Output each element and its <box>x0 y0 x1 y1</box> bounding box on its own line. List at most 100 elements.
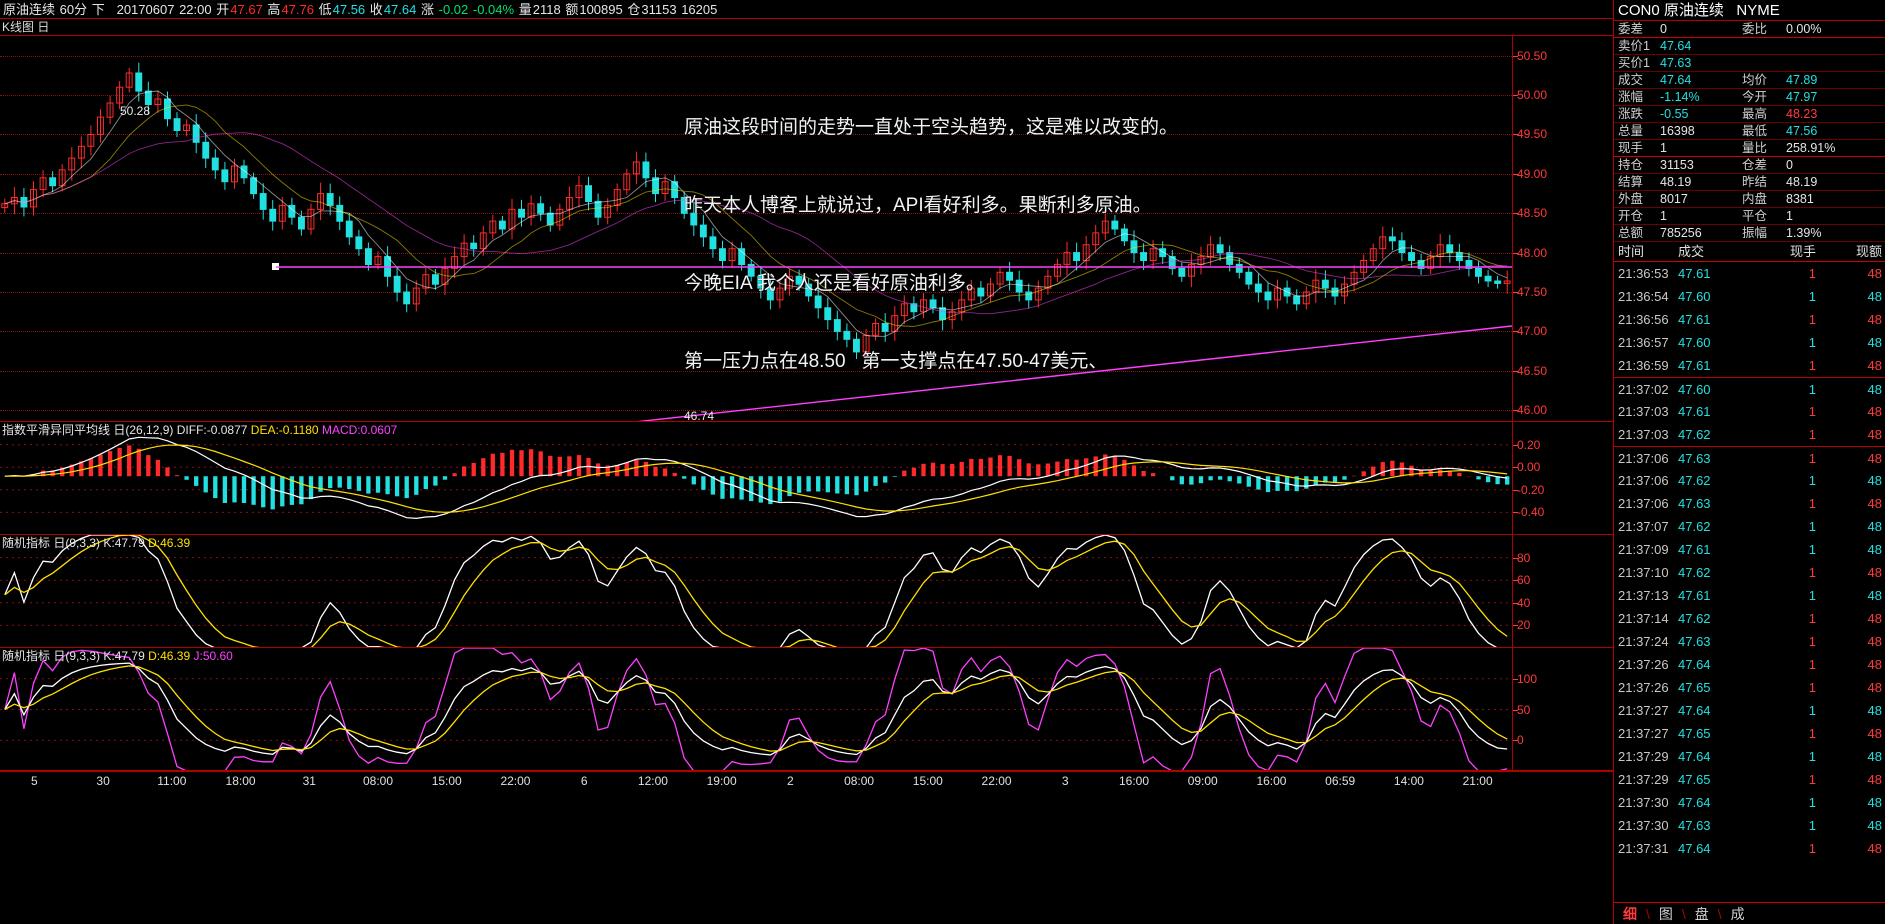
quote-stat-key: 成交 <box>1618 73 1644 87</box>
tick-time: 21:37:29 <box>1618 772 1669 787</box>
indicator-axis-tick <box>1513 740 1518 742</box>
price-axis-tick <box>1513 370 1518 372</box>
tick-price: 47.62 <box>1678 427 1711 442</box>
time-axis-label: 14:00 <box>1393 774 1424 788</box>
tab-separator: \ <box>1646 905 1650 922</box>
tick-row[interactable]: 21:37:26 47.64 1 48 <box>1614 653 1885 676</box>
kdj2-d-label: D: <box>148 649 161 663</box>
tick-row[interactable]: 21:37:06 47.63 1 48 <box>1614 492 1885 515</box>
quote-stat-key-2: 最低 <box>1742 124 1768 138</box>
tick-row[interactable]: 21:37:06 47.63 1 48 <box>1614 446 1885 469</box>
kdj1-k-label: K: <box>103 536 115 550</box>
indicator-axis-tick <box>1513 557 1518 559</box>
tick-price: 47.60 <box>1678 289 1711 304</box>
indicator-axis-label: -0.40 <box>1517 505 1545 520</box>
tick-row[interactable]: 21:37:31 47.64 1 48 <box>1614 837 1885 860</box>
tick-volume: 1 <box>1808 427 1816 442</box>
tick-row[interactable]: 21:37:07 47.62 1 48 <box>1614 515 1885 538</box>
time-axis-label: 31 <box>302 774 316 788</box>
quote-tab-图[interactable]: 图 <box>1658 905 1673 922</box>
tick-time: 21:37:29 <box>1618 749 1669 764</box>
tick-amount: 48 <box>1867 427 1882 442</box>
tick-price: 47.60 <box>1678 335 1711 350</box>
tick-row[interactable]: 21:37:10 47.62 1 48 <box>1614 561 1885 584</box>
tick-row[interactable]: 21:37:03 47.61 1 48 <box>1614 400 1885 423</box>
time-axis-label: 16:00 <box>1256 774 1287 788</box>
tick-row[interactable]: 21:37:27 47.65 1 48 <box>1614 722 1885 745</box>
tick-row[interactable]: 21:37:24 47.63 1 48 <box>1614 630 1885 653</box>
price-gridline <box>0 55 1512 57</box>
tick-row[interactable]: 21:37:30 47.64 1 48 <box>1614 791 1885 814</box>
tick-price: 47.63 <box>1678 451 1711 466</box>
quote-tab-盘[interactable]: 盘 <box>1694 905 1709 922</box>
quote-stat-value: 0 <box>1660 22 1667 36</box>
tick-amount: 48 <box>1867 749 1882 764</box>
tick-volume: 1 <box>1808 680 1816 695</box>
quote-tab-成[interactable]: 成 <box>1730 905 1745 922</box>
price-axis-label: 50.50 <box>1517 48 1548 63</box>
tick-row[interactable]: 21:37:02 47.60 1 48 <box>1614 377 1885 400</box>
price-axis: 50.50 50.00 49.50 49.00 48.50 48.00 47.50 47.00… <box>1512 36 1613 421</box>
indicator-axis-tick <box>1513 512 1518 514</box>
price-axis-tick <box>1513 252 1518 254</box>
time-axis-label: 06:59 <box>1325 774 1356 788</box>
tick-row[interactable]: 21:37:27 47.64 1 48 <box>1614 699 1885 722</box>
indicator-axis-tick <box>1513 467 1518 469</box>
macd-pane[interactable]: 指数平滑异同平均线 日(26,12,9) DIFF:-0.0877 DEA:-0… <box>0 422 1613 535</box>
tick-row[interactable]: 21:37:14 47.62 1 48 <box>1614 607 1885 630</box>
quote-stat-key: 持仓 <box>1618 158 1644 172</box>
tick-row[interactable]: 21:36:53 47.61 1 48 <box>1614 262 1885 285</box>
tick-table-header: 时间 成交 现手 现额 <box>1614 242 1885 262</box>
price-axis-tick <box>1513 95 1518 97</box>
quote-stat-row: 卖价1 47.64 <box>1614 38 1885 55</box>
tick-table-body[interactable]: 21:36:53 47.61 1 48 21:36:54 47.60 1 48 21:36:56… <box>1614 262 1885 860</box>
kdj-upper-axis: 80 60 40 20 <box>1512 535 1613 647</box>
title-period: 60分 <box>59 2 88 17</box>
tick-row[interactable]: 21:37:03 47.62 1 48 <box>1614 423 1885 446</box>
time-axis-label: 19:00 <box>706 774 737 788</box>
title-high: 47.76 <box>281 2 314 17</box>
tick-volume: 1 <box>1808 404 1816 419</box>
kdj2-name: 随机指标 <box>2 649 51 663</box>
tick-row[interactable]: 21:37:26 47.65 1 48 <box>1614 676 1885 699</box>
tick-row[interactable]: 21:37:13 47.61 1 48 <box>1614 584 1885 607</box>
tick-row[interactable]: 21:36:57 47.60 1 48 <box>1614 331 1885 354</box>
tick-row[interactable]: 21:36:54 47.60 1 48 <box>1614 285 1885 308</box>
tick-row[interactable]: 21:37:06 47.62 1 48 <box>1614 469 1885 492</box>
title-close: 47.64 <box>383 2 417 17</box>
tick-row[interactable]: 21:37:09 47.61 1 48 <box>1614 538 1885 561</box>
price-axis-tick <box>1513 331 1518 333</box>
tick-amount: 48 <box>1867 404 1882 419</box>
tick-amount: 48 <box>1867 703 1882 718</box>
tick-time: 21:37:03 <box>1618 427 1669 442</box>
tick-time: 21:37:26 <box>1618 680 1669 695</box>
tick-volume: 1 <box>1808 542 1816 557</box>
kdj-upper-pane[interactable]: 随机指标 日(9,3,3) K:47.79 D:46.39 80 60 40 20 <box>0 535 1613 648</box>
tick-volume: 1 <box>1808 749 1816 764</box>
chart-subbar: K线图 日 <box>0 19 1613 36</box>
tick-time: 21:36:59 <box>1618 358 1669 373</box>
quote-stat-row: 涨幅 -1.14% 今开 47.97 <box>1614 89 1885 106</box>
title-close-label: 收 <box>369 2 383 17</box>
kdj-lower-axis: 100 50 0 <box>1512 648 1613 770</box>
tick-row[interactable]: 21:36:59 47.61 1 48 <box>1614 354 1885 377</box>
tick-time: 21:36:53 <box>1618 266 1669 281</box>
tick-volume: 1 <box>1808 451 1816 466</box>
price-gridline <box>0 213 1512 215</box>
price-axis-label: 49.50 <box>1517 127 1548 142</box>
quote-tabs[interactable]: 细 \ 图 \ 盘 \ 成 <box>1614 902 1885 924</box>
kdj-lower-header: 随机指标 日(9,3,3) K:47.79 D:46.39 J:50.60 <box>2 649 233 663</box>
tick-row[interactable]: 21:37:30 47.63 1 48 <box>1614 814 1885 837</box>
tick-row[interactable]: 21:37:29 47.64 1 48 <box>1614 745 1885 768</box>
tick-price: 47.64 <box>1678 749 1711 764</box>
tick-row[interactable]: 21:36:56 47.61 1 48 <box>1614 308 1885 331</box>
quote-stat-value-2: 0.00% <box>1786 22 1822 36</box>
quote-stat-key: 现手 <box>1618 141 1644 155</box>
tick-time: 21:37:13 <box>1618 588 1669 603</box>
kdj-lower-pane[interactable]: 随机指标 日(9,3,3) K:47.79 D:46.39 J:50.60 10… <box>0 648 1613 771</box>
indicator-axis-label: 20 <box>1517 618 1531 633</box>
quote-tab-细[interactable]: 细 <box>1623 905 1637 922</box>
price-pane[interactable]: 原油这段时间的走势一直处于空头趋势，这是难以改变的。 昨天本人博客上就说过，AP… <box>0 36 1613 422</box>
title-symbol: 原油连续 <box>3 2 56 17</box>
tick-row[interactable]: 21:37:29 47.65 1 48 <box>1614 768 1885 791</box>
